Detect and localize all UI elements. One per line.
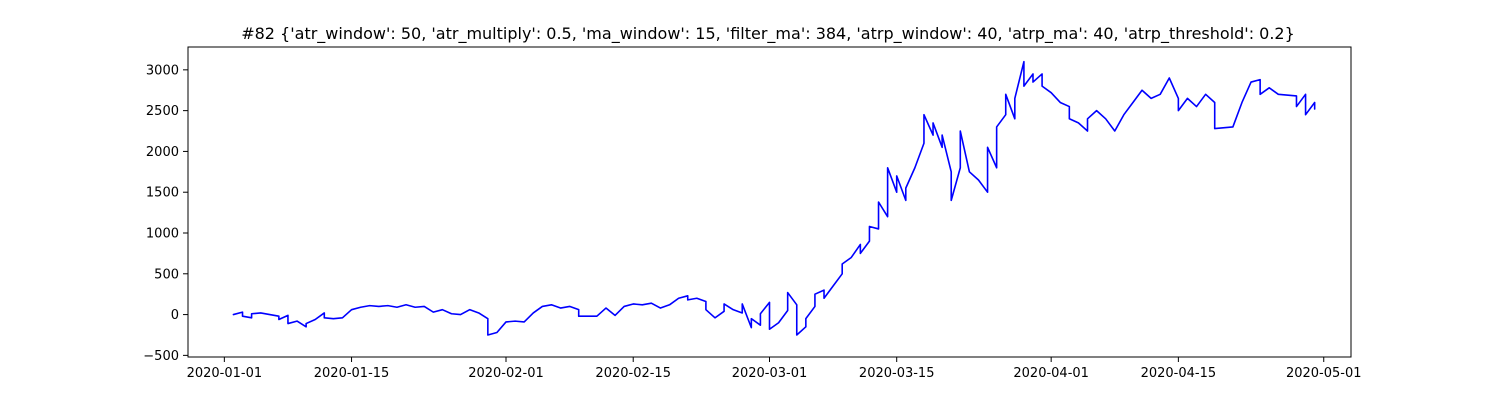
x-axis: 2020-01-01 2020-01-15 2020-02-01 2020-02-15… [187, 357, 1362, 381]
x-tick-label: 2020-02-15 [595, 366, 671, 381]
y-tick-label: 1000 [146, 227, 179, 242]
x-tick-label: 2020-02-01 [468, 366, 544, 381]
x-tick-label: 2020-03-15 [859, 366, 935, 381]
series-layer [232, 60, 1316, 336]
x-tick-label: 2020-04-15 [1141, 366, 1217, 381]
y-tick-label: −500 [143, 349, 179, 364]
series-line-0 [232, 60, 1316, 336]
y-tick-label: 3000 [146, 63, 179, 78]
x-tick-label: 2020-03-01 [732, 366, 808, 381]
y-tick-label: 500 [154, 267, 179, 282]
x-tick-label: 2020-04-01 [1013, 366, 1089, 381]
y-tick-label: 2500 [146, 104, 179, 119]
y-tick-label: 1500 [146, 186, 179, 201]
y-tick-label: 2000 [146, 145, 179, 160]
x-tick-label: 2020-01-15 [314, 366, 390, 381]
chart-title: #82 {'atr_window': 50, 'atr_multiply': 0… [241, 24, 1295, 44]
y-axis: −500 0 500 1000 1500 2000 2500 3000 [143, 63, 188, 364]
y-tick-label: 0 [171, 308, 179, 323]
x-tick-label: 2020-01-01 [187, 366, 263, 381]
x-tick-label: 2020-05-01 [1286, 366, 1362, 381]
